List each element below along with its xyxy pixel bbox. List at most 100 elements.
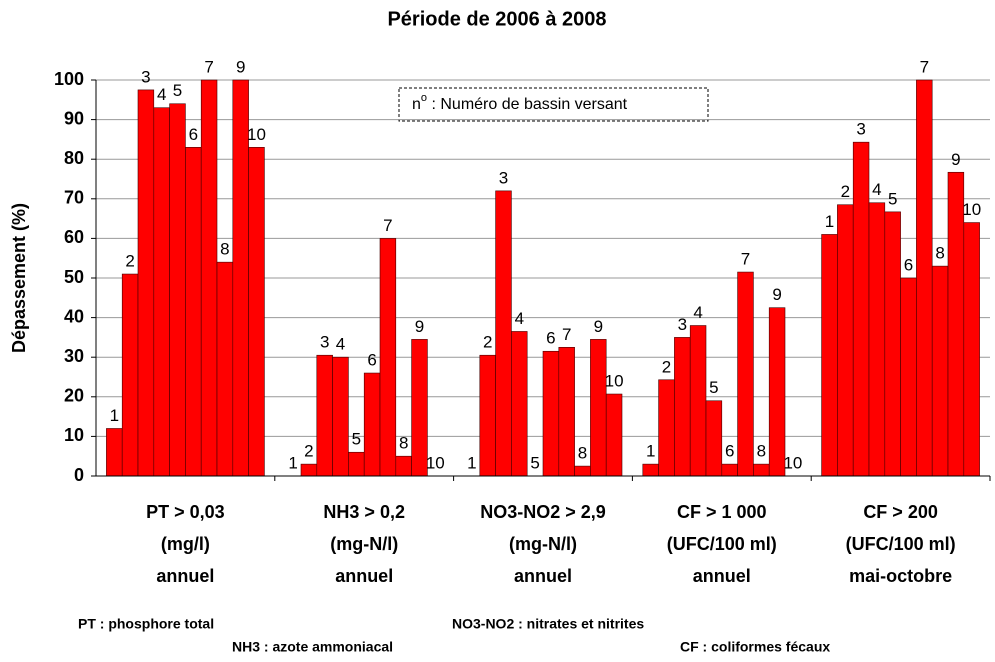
- bar: [137, 89, 155, 477]
- y-tick-label: 20: [64, 386, 84, 406]
- footnote: NO3-NO2 : nitrates et nitrites: [452, 616, 644, 632]
- bar-label: 9: [415, 317, 424, 336]
- bar-label: 5: [709, 378, 718, 397]
- y-tick-label: 80: [64, 148, 84, 168]
- annotation-box: [398, 87, 709, 122]
- bar: [153, 107, 170, 477]
- x-tick-label: (UFC/100 ml): [667, 534, 777, 554]
- bar-label: 5: [530, 453, 539, 472]
- bar-label: 3: [320, 333, 329, 352]
- bar-label: 7: [920, 57, 929, 76]
- x-tick-label: CF > 200: [863, 502, 938, 522]
- bar-label: 1: [825, 212, 834, 231]
- x-tick-label: CF > 1 000: [677, 502, 767, 522]
- bar-label: 7: [204, 57, 213, 76]
- bar-label: 4: [693, 303, 702, 322]
- annotation-sup: o: [421, 92, 427, 104]
- bar-label: 6: [367, 351, 376, 370]
- bar-label: 9: [236, 57, 245, 76]
- x-tick-label: PT > 0,03: [146, 502, 225, 522]
- bar-label: 4: [515, 309, 524, 328]
- bar-label: 2: [841, 182, 850, 201]
- bar-label: 10: [962, 200, 981, 219]
- y-tick-label: 0: [74, 465, 84, 485]
- bar-label: 3: [678, 315, 687, 334]
- bar-label: 6: [546, 329, 555, 348]
- y-tick-label: 70: [64, 188, 84, 208]
- bar: [590, 339, 607, 477]
- y-tick-label: 50: [64, 267, 84, 287]
- bar-label: 2: [483, 333, 492, 352]
- x-tick-label: (UFC/100 ml): [846, 534, 956, 554]
- bar-label: 6: [904, 255, 913, 274]
- x-tick-label: (mg-N/l): [509, 534, 577, 554]
- bar: [963, 222, 980, 477]
- bar: [511, 331, 528, 477]
- bar: [106, 428, 123, 477]
- bar: [868, 202, 886, 477]
- bar-label: 4: [872, 180, 881, 199]
- bar: [348, 451, 365, 477]
- y-tick-label: 100: [54, 69, 84, 89]
- bar: [395, 455, 412, 477]
- bar-label: 8: [757, 442, 766, 461]
- bar: [821, 234, 838, 477]
- x-tick-label: (mg-N/l): [330, 534, 398, 554]
- footnote: NH3 : azote ammoniacal: [232, 639, 393, 655]
- bar-label: 4: [157, 85, 166, 104]
- bar-label: 3: [141, 67, 150, 86]
- x-tick-label: mai-octobre: [849, 566, 952, 586]
- y-tick-label: 90: [64, 108, 84, 128]
- bar: [495, 190, 512, 477]
- bar: [642, 463, 659, 477]
- bar-label: 1: [646, 442, 655, 461]
- bar-label: 8: [578, 444, 587, 463]
- bar: [185, 147, 202, 477]
- bar-label: 10: [247, 125, 266, 144]
- x-tick-label: annuel: [514, 566, 572, 586]
- x-tick-label: annuel: [335, 566, 393, 586]
- bar-label: 2: [304, 442, 313, 461]
- bar: [558, 346, 575, 477]
- chart-title: Période de 2006 à 2008: [387, 8, 606, 30]
- bar-label: 1: [110, 406, 119, 425]
- bar: [916, 79, 933, 477]
- bar-label: 9: [594, 317, 603, 336]
- bar-label: 8: [399, 434, 408, 453]
- bar: [884, 211, 901, 477]
- y-axis-label: Dépassement (%): [9, 203, 29, 353]
- annotation-text: : Numéro de bassin versant: [427, 96, 628, 113]
- bar-label: 1: [288, 453, 297, 472]
- bar: [837, 204, 854, 477]
- bar: [931, 265, 949, 477]
- bar-label: 8: [935, 244, 944, 263]
- bar-label: 10: [605, 372, 624, 391]
- bar: [332, 356, 349, 477]
- bar-label: 7: [741, 250, 750, 269]
- x-tick-label: NH3 > 0,2: [323, 502, 405, 522]
- bar-label: 7: [383, 216, 392, 235]
- bar: [316, 354, 333, 477]
- x-tick-label: annuel: [156, 566, 214, 586]
- bar-label: 5: [173, 81, 182, 100]
- annotation-text: n: [412, 96, 421, 113]
- bar: [300, 463, 318, 477]
- x-tick-label: NO3-NO2 > 2,9: [480, 502, 606, 522]
- bar-label: 3: [499, 168, 508, 187]
- x-tick-label: (mg/l): [161, 534, 210, 554]
- bar: [689, 325, 707, 477]
- bar-label: 1: [467, 453, 476, 472]
- bar-label: 7: [562, 325, 571, 344]
- bar: [379, 238, 397, 477]
- bar-label: 8: [220, 240, 229, 259]
- bar-label: 6: [189, 125, 198, 144]
- bar-label: 6: [725, 442, 734, 461]
- bar: [674, 337, 691, 477]
- bar: [200, 79, 218, 477]
- footnote: PT : phosphore total: [78, 616, 214, 632]
- bar: [574, 465, 591, 477]
- x-tick-label: annuel: [693, 566, 751, 586]
- bar: [248, 147, 265, 477]
- bar: [169, 103, 186, 477]
